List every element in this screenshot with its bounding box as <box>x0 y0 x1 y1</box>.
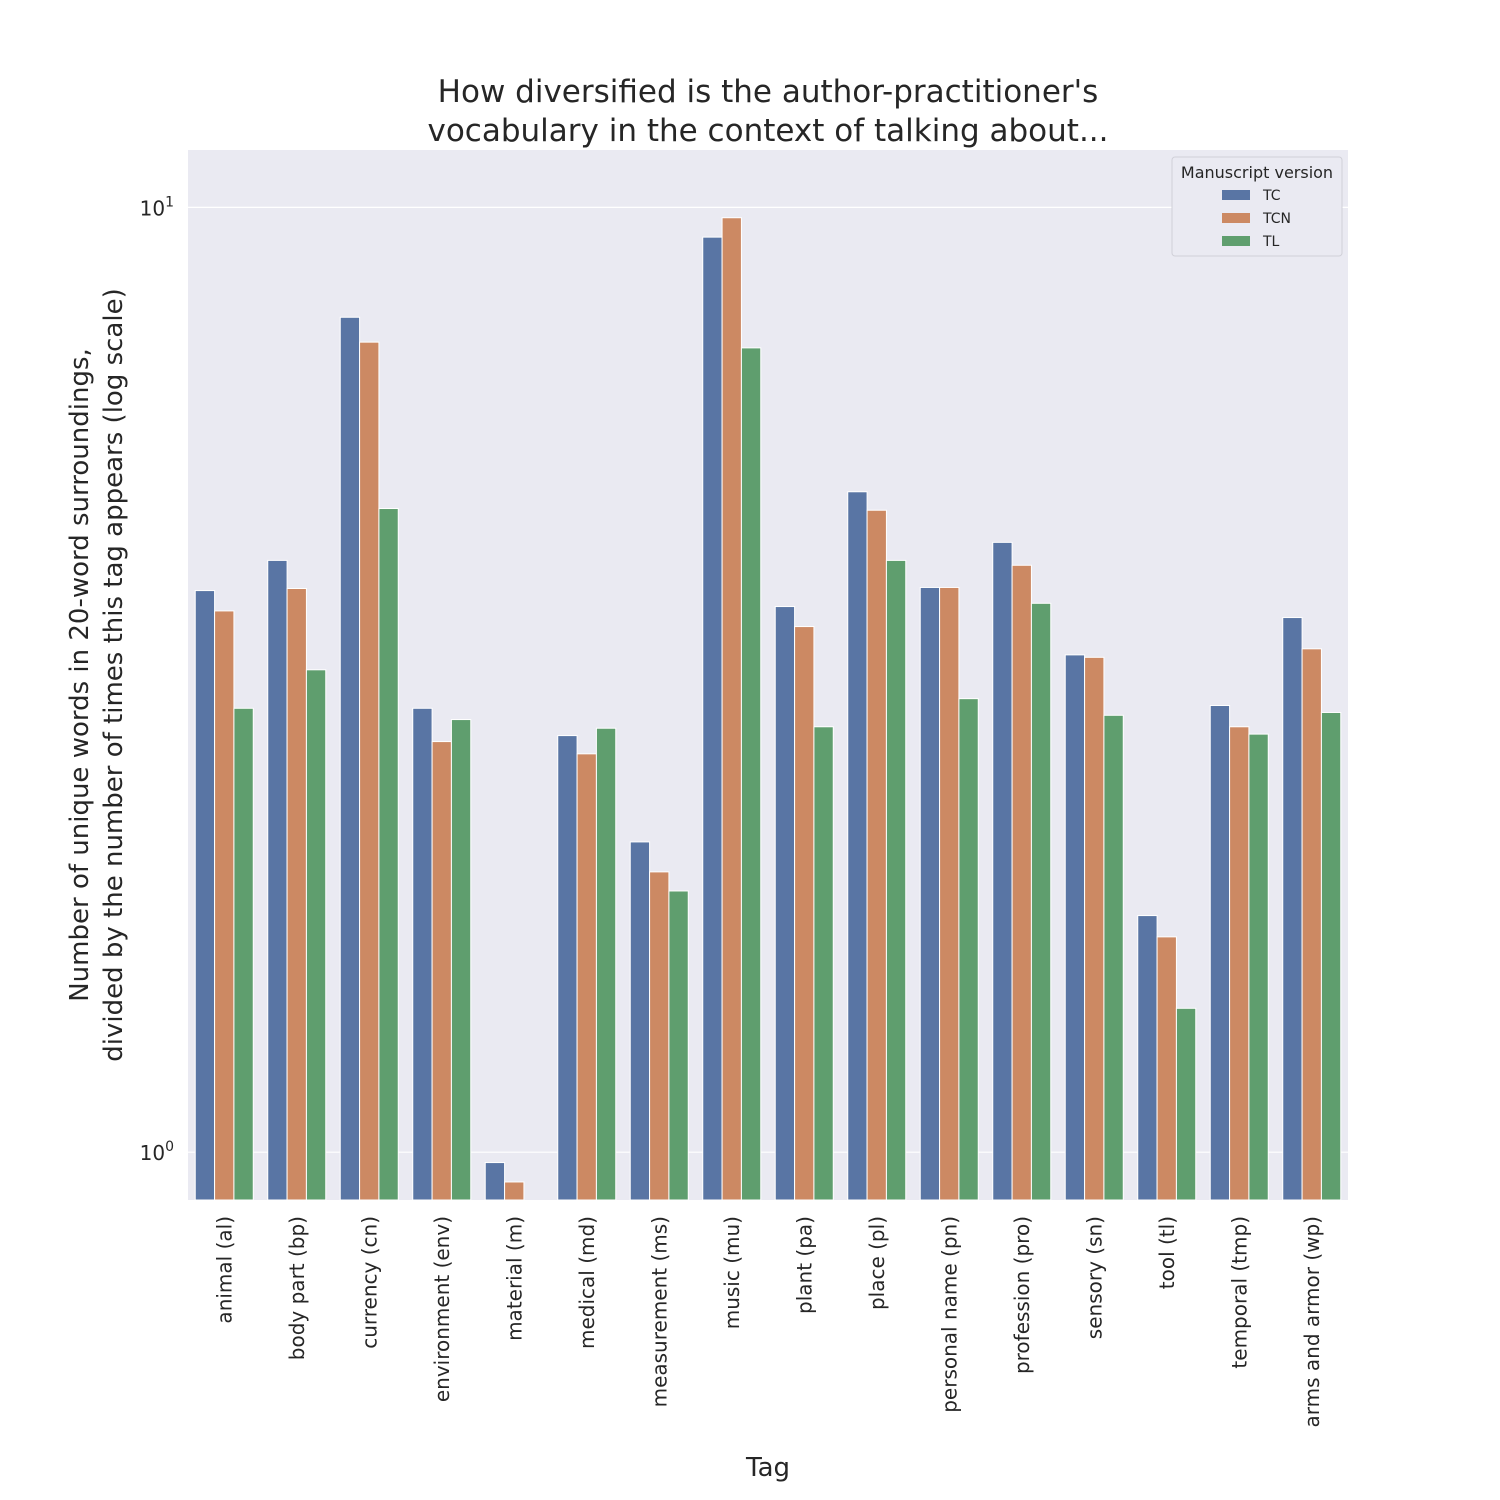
bar-tl-11 <box>958 698 979 1201</box>
x-axis-label: Tag <box>745 1453 790 1483</box>
bar-tl-1 <box>233 707 254 1201</box>
bar-tc-14 <box>1137 915 1158 1201</box>
bar-tc-1 <box>194 590 216 1201</box>
bar-tcn-3 <box>359 341 380 1201</box>
x-tick-label: currency (cn) <box>357 1216 381 1349</box>
bar-tc-5 <box>484 1162 506 1201</box>
bar-tcn-2 <box>286 587 307 1201</box>
x-tick-label: sensory (sn) <box>1082 1216 1106 1339</box>
bar-tl-13 <box>1103 714 1124 1201</box>
bar-tl-2 <box>305 669 327 1201</box>
x-tick-label: profession (pro) <box>1010 1216 1034 1374</box>
y-axis-label: Number of unique words in 20-word surrou… <box>65 288 129 1061</box>
x-tick-label: arms and armor (wp) <box>1300 1216 1324 1427</box>
x-tick-label: environment (env) <box>430 1216 454 1402</box>
bar-tl-14 <box>1175 1007 1197 1201</box>
legend-swatch-tc <box>1222 190 1250 200</box>
bar-tc-8 <box>702 236 723 1201</box>
y-tick-label: 100 <box>140 1139 174 1165</box>
bar-tc-16 <box>1282 617 1303 1201</box>
bar-tcn-13 <box>1084 656 1105 1201</box>
x-tick-label: place (pl) <box>865 1216 889 1310</box>
bar-tl-16 <box>1320 711 1342 1201</box>
bar-tcn-11 <box>939 586 960 1201</box>
x-tick-label: personal name (pn) <box>937 1216 961 1413</box>
x-tick-label: measurement (ms) <box>647 1216 671 1407</box>
bar-tcn-14 <box>1156 936 1177 1201</box>
bar-tcn-1 <box>214 610 235 1201</box>
bar-tl-7 <box>668 890 689 1201</box>
legend-label-tc: TC <box>1262 188 1281 204</box>
bar-tc-10 <box>847 491 868 1201</box>
x-tick-label: temporal (tmp) <box>1227 1216 1251 1369</box>
bar-tcn-4 <box>431 741 452 1201</box>
bar-tl-15 <box>1248 733 1269 1201</box>
bar-tc-12 <box>992 541 1013 1201</box>
bar-tcn-9 <box>794 626 815 1201</box>
x-tick-label: tool (tl) <box>1155 1216 1179 1289</box>
bar-tcn-6 <box>576 753 597 1201</box>
legend-swatch-tcn <box>1222 213 1250 223</box>
bar-tcn-5 <box>504 1181 525 1201</box>
y-tick-label: 101 <box>140 194 174 220</box>
bar-tcn-8 <box>721 217 742 1201</box>
bar-tcn-12 <box>1011 564 1032 1201</box>
bar-tc-9 <box>774 606 796 1201</box>
x-tick-label: animal (al) <box>212 1216 236 1324</box>
legend-title: Manuscript version <box>1181 163 1333 182</box>
y-axis-label-line-2: divided by the number of times this tag … <box>99 288 129 1061</box>
legend: Manuscript version TC TCN TL <box>1171 156 1343 257</box>
x-tick-label: music (mu) <box>720 1216 744 1329</box>
bar-tl-12 <box>1030 602 1052 1201</box>
bar-tc-13 <box>1064 654 1086 1201</box>
bar-tc-7 <box>629 841 651 1201</box>
legend-label-tcn: TCN <box>1262 211 1291 227</box>
x-tick-label: plant (pa) <box>792 1216 816 1314</box>
bar-tl-9 <box>813 726 834 1201</box>
bar-tc-11 <box>919 586 941 1201</box>
y-axis-label-line-1: Number of unique words in 20-word surrou… <box>65 348 95 1002</box>
legend-label-tl: TL <box>1262 234 1280 250</box>
bars <box>194 217 1342 1201</box>
chart-title-line-1: How diversified is the author-practition… <box>438 74 1099 110</box>
bar-tc-6 <box>557 735 578 1201</box>
bar-tcn-16 <box>1301 648 1322 1201</box>
bar-tc-3 <box>339 316 361 1201</box>
bar-tl-6 <box>595 727 617 1201</box>
bar-tc-15 <box>1209 705 1231 1201</box>
legend-frame <box>1171 156 1343 257</box>
bar-tl-10 <box>885 559 907 1201</box>
bar-tcn-15 <box>1229 726 1250 1201</box>
bar-tcn-10 <box>866 509 887 1201</box>
x-tick-label: body part (bp) <box>285 1216 309 1360</box>
x-tick-label: material (m) <box>502 1216 526 1341</box>
chart-title-line-2: vocabulary in the context of talking abo… <box>427 113 1108 149</box>
y-axis-ticks: 100 101 <box>140 194 174 1165</box>
bar-tl-8 <box>740 347 762 1201</box>
legend-swatch-tl <box>1222 236 1250 246</box>
x-tick-label: medical (md) <box>575 1216 599 1349</box>
bar-tc-2 <box>267 559 288 1201</box>
legend-items: TC TCN TL <box>1222 188 1291 250</box>
bar-tc-4 <box>412 707 433 1201</box>
x-axis-ticks: animal (al) body part (bp) currency (cn) en… <box>212 1216 1324 1427</box>
bar-tl-3 <box>378 508 399 1201</box>
bar-tl-4 <box>450 719 472 1201</box>
bar-tcn-7 <box>649 871 670 1201</box>
